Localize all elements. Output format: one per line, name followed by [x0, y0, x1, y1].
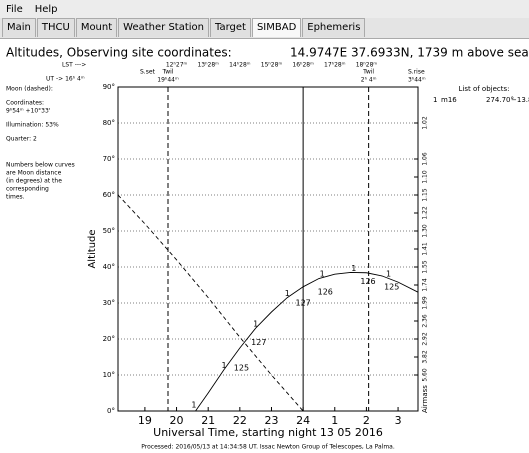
note: times. [6, 194, 25, 201]
moon-distance: 127 [295, 299, 310, 308]
moon-info: Moon (dashed): [6, 86, 53, 93]
lst-tick-label: 16ʰ28ᵐ [292, 62, 314, 69]
note: Numbers below curves [6, 162, 75, 169]
tab[interactable]: THCU [36, 18, 75, 37]
lst-tick-label: 14ʰ28ᵐ [229, 62, 251, 69]
y2-tick-label: 1.15 [422, 188, 429, 202]
object-marker: 1 [386, 269, 391, 278]
y-tick-label: 50° [103, 227, 115, 235]
object-name: m16 [441, 96, 457, 104]
note: are Moon distance [6, 170, 62, 177]
y2-tick-label: 1.74 [422, 278, 429, 292]
tab[interactable]: Ephemeris [302, 18, 366, 37]
moon-distance: 125 [384, 282, 399, 291]
y2-label: Airmass [421, 385, 429, 413]
y2-tick-label: 3.82 [422, 350, 429, 364]
object-marker: 1 [221, 361, 226, 370]
object-marker: 1 [191, 401, 196, 410]
plot-frame [117, 86, 419, 412]
x-tick-label: 21 [201, 414, 215, 427]
y2-tick-label: 1.55 [422, 260, 429, 274]
moon-distance: 125 [234, 363, 249, 372]
y2-tick-label: 5.60 [422, 368, 429, 382]
x-tick-label: 20 [170, 414, 184, 427]
tab[interactable]: Mount [75, 18, 118, 37]
twilight-time: 19ʰ44ᵐ [157, 77, 179, 84]
lst-tick-label: 17ʰ28ᵐ [324, 62, 346, 69]
moon-info: Illumination: 53% [6, 122, 59, 129]
y2-tick-label: 2.92 [422, 332, 429, 346]
note: (in degrees) at the [6, 178, 62, 185]
y-label: Altitude [87, 229, 98, 268]
twilight-label: Twil [162, 69, 174, 76]
tab[interactable]: SIMBAD [251, 18, 302, 37]
y-tick-label: 90° [103, 83, 115, 91]
object-marker: 1 [351, 264, 356, 273]
menu-item[interactable]: Help [34, 3, 58, 15]
sunset-label: S.set [140, 69, 156, 76]
y-tick-label: 20° [103, 335, 115, 343]
object-marker: 1 [320, 269, 325, 278]
twilight-label: Twil [362, 69, 374, 76]
tab[interactable]: Target [210, 18, 251, 37]
lst-tick-label: 13ʰ28ᵐ [197, 62, 219, 69]
y-tick-label: 80° [103, 119, 115, 127]
moon-info: 9ʰ54ᵐ +10°33' [6, 108, 51, 115]
moon-info: Coordinates: [6, 100, 44, 107]
y-tick-label: 40° [103, 263, 115, 271]
moon-distance: 126 [360, 277, 375, 286]
x-label: Universal Time, starting night 13 05 201… [153, 426, 383, 439]
ut-start: UT -> 16ʰ 4ᵐ [46, 76, 85, 83]
x-tick-label: 23 [264, 414, 278, 427]
altitude-plot: Altitudes, Observing site coordinates: 14… [0, 39, 529, 453]
moon-curve [117, 194, 304, 412]
lst-tick-label: 18ʰ28ᵐ [356, 62, 378, 69]
y-tick-label: 0° [107, 407, 115, 415]
lst-arrow: LST ---> [62, 62, 86, 69]
y2-tick-label: 1.41 [422, 242, 429, 256]
x-tick-label: 2 [363, 414, 370, 427]
y-tick-label: 60° [103, 191, 115, 199]
object-number: 1 [433, 96, 437, 104]
sunrise-label: S.rise [408, 69, 425, 76]
y2-tick-label: 1.22 [422, 206, 429, 220]
x-tick-label: 22 [233, 414, 247, 427]
note: corresponding [6, 186, 49, 193]
object-marker: 1 [253, 320, 258, 329]
y2-tick-label: 1.06 [422, 152, 429, 166]
object-marker: 1 [285, 289, 290, 298]
moon-info: Quarter: 2 [6, 136, 37, 143]
y2-tick-label: 1.30 [422, 224, 429, 238]
moon-distance: 126 [318, 288, 333, 297]
tab[interactable]: Main [2, 18, 36, 37]
twilight-time: 2ʰ 4ᵐ [361, 77, 377, 84]
y-tick-label: 10° [103, 371, 115, 379]
y2-tick-label: 1.02 [422, 116, 429, 130]
y-tick-label: 30° [103, 299, 115, 307]
footer: Processed: 2016/05/13 at 14:34:58 UT. Is… [141, 444, 395, 451]
object-curve [195, 271, 419, 412]
menu-bar: File Help [0, 0, 529, 18]
menu-item[interactable]: File [6, 3, 23, 15]
x-tick-label: 3 [395, 414, 402, 427]
list-title: List of objects: [458, 85, 509, 93]
coordinates: 14.9747E 37.6933N, 1739 m above sea leve… [290, 46, 529, 60]
lst-tick-label: 15ʰ28ᵐ [261, 62, 283, 69]
sunrise-time: 3ʰ44ᵐ [408, 77, 426, 84]
y2-tick-label: 2.36 [422, 314, 429, 328]
x-tick-label: 19 [138, 414, 152, 427]
y2-tick-label: 1.99 [422, 296, 429, 310]
moon-distance: 127 [251, 338, 266, 347]
tab[interactable]: Weather Station [118, 18, 209, 37]
x-tick-label: 1 [331, 414, 338, 427]
lst-tick-label: 12ʰ27ᵐ [166, 62, 188, 69]
y-tick-label: 70° [103, 155, 115, 163]
tab-bar: Main THCU Mount Weather Station Target SIMBAD… [0, 18, 529, 39]
object-dec: −13.81° [511, 96, 529, 104]
x-tick-label: 24 [296, 414, 310, 427]
object-ra: 274.70° [486, 96, 514, 104]
title: Altitudes, Observing site coordinates: [6, 46, 232, 60]
y2-tick-label: 1.10 [422, 170, 429, 184]
